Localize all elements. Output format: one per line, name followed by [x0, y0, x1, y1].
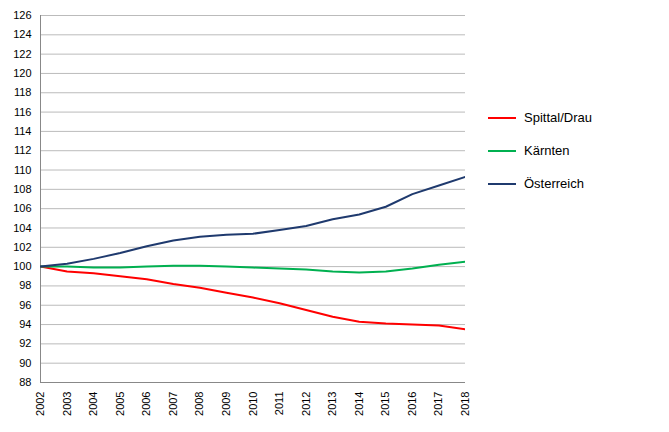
svg-text:2004: 2004	[87, 392, 99, 416]
svg-text:2010: 2010	[247, 392, 259, 416]
svg-text:2017: 2017	[432, 392, 444, 416]
svg-text:100: 100	[13, 260, 31, 272]
svg-text:118: 118	[14, 86, 32, 98]
svg-text:2015: 2015	[379, 392, 391, 416]
svg-text:114: 114	[14, 125, 32, 137]
svg-text:2006: 2006	[140, 392, 152, 416]
svg-text:112: 112	[14, 144, 32, 156]
svg-text:2003: 2003	[61, 392, 73, 416]
svg-text:2008: 2008	[193, 392, 205, 416]
svg-text:102: 102	[13, 241, 31, 253]
svg-text:116: 116	[14, 106, 32, 118]
svg-text:2012: 2012	[300, 392, 312, 416]
html-text:Spittal/Drau: Spittal/Drau	[524, 110, 592, 125]
svg-text:92: 92	[19, 337, 31, 349]
svg-text:98: 98	[19, 279, 31, 291]
svg-text:94: 94	[19, 318, 31, 330]
svg-text:2002: 2002	[34, 392, 46, 416]
svg-text:2011: 2011	[273, 392, 285, 416]
html-text:Kärnten: Kärnten	[524, 143, 570, 158]
svg-text:122: 122	[13, 48, 31, 60]
svg-text:96: 96	[19, 299, 31, 311]
svg-text:108: 108	[13, 183, 31, 195]
svg-text:126: 126	[13, 9, 31, 21]
svg-text:106: 106	[13, 202, 31, 214]
svg-text:90: 90	[19, 357, 31, 369]
svg-text:2009: 2009	[220, 392, 232, 416]
svg-text:2014: 2014	[353, 392, 365, 416]
svg-text:88: 88	[19, 376, 31, 388]
svg-text:104: 104	[13, 221, 31, 233]
svg-text:2005: 2005	[114, 392, 126, 416]
svg-text:2013: 2013	[326, 392, 338, 416]
svg-text:2016: 2016	[406, 392, 418, 416]
svg-text:110: 110	[14, 164, 32, 176]
svg-text:124: 124	[13, 28, 31, 40]
html-text:Österreich: Österreich	[524, 176, 584, 191]
svg-text:2018: 2018	[459, 392, 471, 416]
svg-text:2007: 2007	[167, 392, 179, 416]
svg-text:120: 120	[13, 67, 31, 79]
